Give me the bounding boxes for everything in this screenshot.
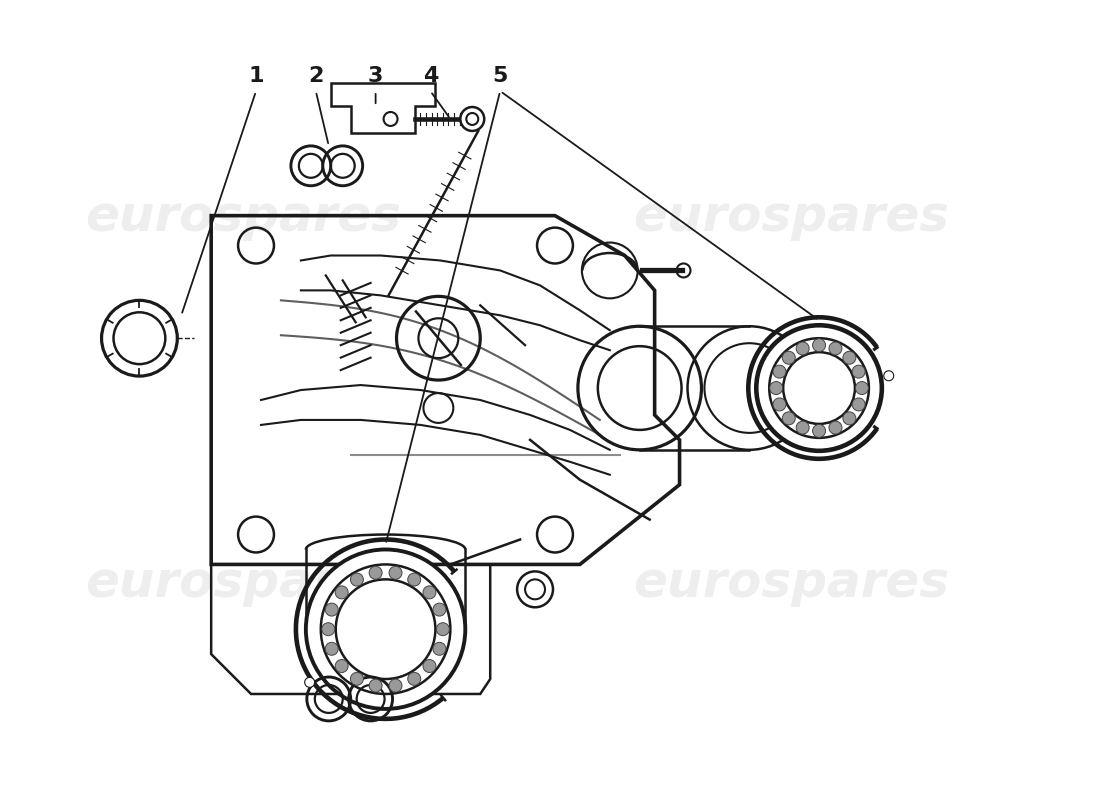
Text: 1: 1: [249, 66, 264, 86]
Circle shape: [389, 679, 402, 692]
Circle shape: [424, 659, 436, 673]
Text: eurospares: eurospares: [634, 193, 949, 241]
Text: eurospares: eurospares: [85, 193, 401, 241]
Circle shape: [883, 370, 893, 381]
Circle shape: [336, 659, 349, 673]
Circle shape: [336, 586, 349, 599]
Circle shape: [813, 425, 825, 438]
Circle shape: [437, 622, 450, 636]
Text: 2: 2: [308, 66, 323, 86]
Circle shape: [433, 603, 446, 616]
Circle shape: [370, 566, 382, 579]
Circle shape: [370, 679, 382, 692]
Text: eurospares: eurospares: [634, 559, 949, 607]
Circle shape: [852, 365, 865, 378]
Circle shape: [773, 398, 786, 411]
Circle shape: [782, 351, 795, 364]
Text: 5: 5: [493, 66, 508, 86]
Circle shape: [856, 382, 868, 394]
Circle shape: [757, 326, 882, 451]
Circle shape: [782, 412, 795, 425]
Circle shape: [813, 338, 825, 352]
Circle shape: [829, 421, 842, 434]
Circle shape: [408, 573, 420, 586]
Circle shape: [433, 642, 446, 655]
Circle shape: [424, 586, 436, 599]
Circle shape: [770, 382, 783, 394]
Circle shape: [322, 622, 334, 636]
Circle shape: [351, 672, 363, 686]
Circle shape: [773, 365, 786, 378]
Circle shape: [389, 566, 402, 579]
Circle shape: [796, 421, 810, 434]
Circle shape: [460, 107, 484, 131]
Text: 4: 4: [422, 66, 438, 86]
Circle shape: [326, 603, 338, 616]
Text: eurospares: eurospares: [85, 559, 401, 607]
Circle shape: [306, 550, 465, 709]
Circle shape: [843, 351, 856, 364]
Circle shape: [351, 573, 363, 586]
Circle shape: [408, 672, 420, 686]
Circle shape: [326, 642, 338, 655]
Text: 3: 3: [367, 66, 383, 86]
Circle shape: [305, 678, 315, 687]
Circle shape: [829, 342, 842, 355]
Circle shape: [852, 398, 865, 411]
Circle shape: [796, 342, 810, 355]
Circle shape: [843, 412, 856, 425]
